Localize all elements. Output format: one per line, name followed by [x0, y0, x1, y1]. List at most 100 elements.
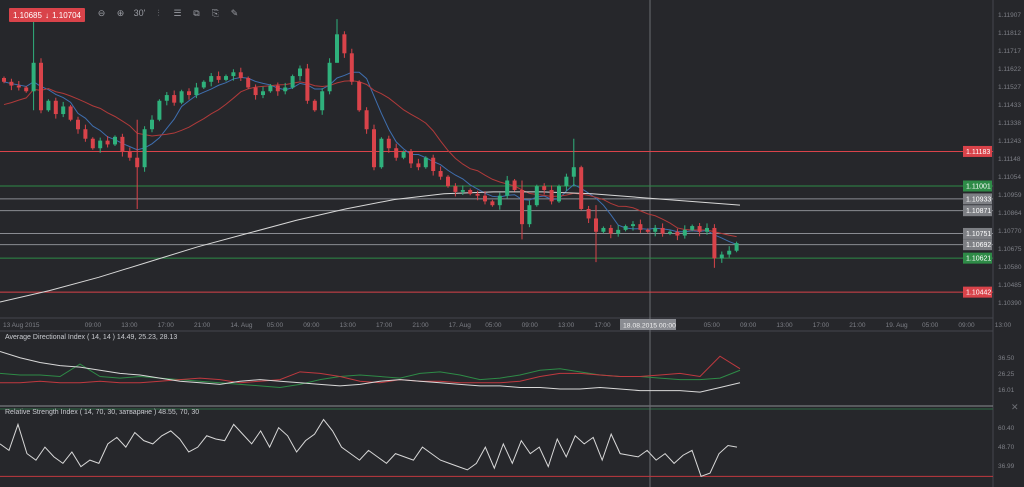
candle-body [705, 227, 709, 232]
candle-body [542, 186, 547, 190]
plus-di-line [0, 363, 741, 388]
price-tick-label: 1.10580 [998, 264, 1022, 271]
candle-body [342, 34, 347, 54]
candle-body [357, 81, 362, 111]
candle-body [520, 189, 524, 225]
candle-body [379, 138, 384, 168]
timeframe-icon[interactable]: 30' [133, 8, 146, 18]
candle-body [660, 227, 665, 234]
candle-body [571, 167, 576, 177]
rsi-panel [0, 418, 993, 477]
price-tick-label: 1.11717 [998, 48, 1021, 55]
minus-di-line [0, 355, 741, 384]
candle-body [201, 81, 206, 88]
candle-body [224, 76, 228, 80]
time-tick-label: 13 Aug 2015 [3, 322, 40, 329]
rsi-tick-label: 60.40 [998, 425, 1015, 432]
time-tick-label: 13:00 [558, 322, 575, 329]
candle-body [53, 100, 58, 115]
draw-icon[interactable]: ✎ [230, 8, 239, 18]
candle-body [68, 106, 73, 120]
moving-averages [0, 71, 741, 303]
rsi-tick-label: 36.99 [998, 463, 1015, 470]
candle-body [90, 138, 95, 149]
time-tick-label: 09:00 [740, 322, 757, 329]
candle-body [401, 152, 406, 158]
price-level-label: 1.11001 [966, 184, 991, 191]
time-tick-label: 09:00 [958, 322, 975, 329]
candle-body [31, 62, 36, 92]
candle-body [231, 72, 236, 77]
candle-body [157, 100, 162, 120]
time-tick-label: 13:00 [121, 322, 138, 329]
indicators-icon[interactable]: ☰ [173, 8, 182, 18]
candle-body [712, 227, 717, 259]
price-level-badge [963, 227, 992, 239]
candle-body [298, 68, 302, 77]
time-tick-label: 21:00 [849, 322, 866, 329]
adx-panel [0, 351, 741, 393]
candle-body [534, 186, 539, 206]
candle-body [364, 110, 369, 130]
adx-tick-label: 26.25 [998, 371, 1015, 378]
candle-body [76, 119, 80, 130]
candle-body [283, 87, 288, 92]
bid-price: 1.10685 [13, 10, 42, 20]
price-tick-label: 1.11433 [998, 102, 1021, 109]
candle-body [386, 138, 391, 149]
adx-tick-label: 16.01 [998, 387, 1015, 394]
candle-body [172, 95, 177, 103]
candle-body [682, 229, 687, 236]
candle-body [505, 180, 510, 196]
price-tick-label: 1.11054 [998, 174, 1021, 181]
zoom-out-icon[interactable]: ⊖ [97, 8, 106, 18]
time-tick-label: 17:00 [158, 322, 175, 329]
chart-type-icon[interactable]: ⫶ [157, 8, 160, 18]
candle-body [142, 129, 147, 168]
candle-body [727, 250, 732, 255]
price-tick-label: 1.10485 [998, 282, 1022, 289]
price-level-label: 1.10933 [966, 196, 991, 203]
candle-body [557, 186, 561, 202]
candle-body [327, 62, 332, 92]
time-tick-label: 21:00 [412, 322, 429, 329]
time-tick-label: 05:00 [485, 322, 502, 329]
ma-mid-line [3, 80, 737, 238]
candle-body [460, 189, 465, 192]
quote-badge[interactable]: 1.10685 ↓ 1.10704 [9, 8, 85, 22]
candle-body [135, 157, 140, 168]
crosshair-time-badge [620, 319, 676, 330]
price-level-label: 1.10692 [966, 242, 991, 249]
candle-body [253, 87, 258, 96]
screenshot-icon[interactable]: ⧉ [193, 8, 200, 18]
price-level-label: 1.10751 [966, 231, 991, 238]
candle-body [497, 195, 502, 206]
candle-body [290, 76, 295, 88]
candle-body [668, 231, 672, 234]
candle-body [719, 254, 724, 259]
close-indicator-icon[interactable]: ✕ [1011, 402, 1019, 412]
candle-body [653, 227, 658, 232]
price-tick-label: 1.10864 [998, 210, 1022, 217]
candle-body [216, 76, 221, 80]
candle-body [238, 72, 243, 78]
objects-icon[interactable]: ⎘ [211, 8, 220, 18]
rsi-label: Relative Strength Index ( 14, 70, 30, за… [5, 409, 200, 416]
candle-body [734, 243, 739, 251]
candle-body [98, 140, 103, 149]
candle-body [61, 106, 66, 115]
time-tick-label: 09:00 [85, 322, 102, 329]
candle-body [209, 76, 214, 82]
time-tick-label: 05:00 [267, 322, 284, 329]
candle-body [638, 224, 643, 230]
price-level-label: 1.10871 [966, 208, 991, 215]
zoom-in-icon[interactable]: ⊕ [116, 8, 125, 18]
price-tick-label: 1.11148 [998, 156, 1021, 163]
candle-body [475, 193, 480, 196]
price-tick-label: 1.10959 [998, 192, 1022, 199]
price-tick-label: 1.10390 [998, 300, 1022, 307]
candle-body [438, 171, 443, 177]
candle-body [187, 91, 191, 96]
time-tick-label: 17:00 [594, 322, 611, 329]
